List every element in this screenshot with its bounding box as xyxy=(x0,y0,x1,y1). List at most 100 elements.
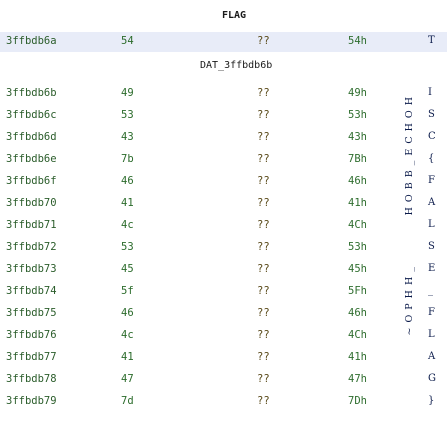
listing-row[interactable]: 3ffbdb76 4c?? 4Ch L xyxy=(0,326,447,346)
row-address[interactable]: 3ffbdb6e xyxy=(6,153,57,165)
row-address[interactable]: 3ffbdb73 xyxy=(6,263,57,275)
listing-row[interactable]: 3ffbdb75 46?? 46h F xyxy=(0,304,447,324)
flag-label: FLAG xyxy=(222,10,247,21)
row-hex: 43h xyxy=(348,131,367,143)
row-byte: 5f xyxy=(121,285,134,297)
row-byte: 47 xyxy=(121,373,134,385)
row-undefined: ?? xyxy=(257,35,270,47)
row-address[interactable]: 3ffbdb6c xyxy=(6,109,57,121)
row-char: T xyxy=(428,35,435,46)
row-char: C xyxy=(428,131,436,142)
listing-row[interactable]: 3ffbdb77 41?? 41h A xyxy=(0,348,447,368)
row-address[interactable]: 3ffbdb75 xyxy=(6,307,57,319)
row-address[interactable]: 3ffbdb6d xyxy=(6,131,57,143)
row-byte: 54 xyxy=(121,35,134,47)
row-address[interactable]: 3ffbdb77 xyxy=(6,351,57,363)
row-undefined: ?? xyxy=(257,219,270,231)
row-undefined: ?? xyxy=(257,373,270,385)
row-hex: 45h xyxy=(348,263,367,275)
row-undefined: ?? xyxy=(257,131,270,143)
row-char: } xyxy=(428,395,435,406)
row-address[interactable]: 3ffbdb6f xyxy=(6,175,57,187)
row-char: I xyxy=(428,87,432,98)
row-address[interactable]: 3ffbdb72 xyxy=(6,241,57,253)
row-undefined: ?? xyxy=(257,87,270,99)
row-char: S xyxy=(428,109,435,120)
row-undefined: ?? xyxy=(257,153,270,165)
row-char: { xyxy=(428,153,435,164)
listing-row[interactable]: 3ffbdb72 53?? 53h S xyxy=(0,238,447,258)
row-hex: 46h xyxy=(348,175,367,187)
listing-row[interactable]: 3ffbdb6b 49?? 49h I xyxy=(0,84,447,104)
row-char: F xyxy=(428,175,435,186)
vertical-string-1: HOBB_ECHOH xyxy=(404,92,415,216)
row-address[interactable]: 3ffbdb76 xyxy=(6,329,57,341)
row-hex: 54h xyxy=(348,35,367,47)
listing-row[interactable]: 3ffbdb6d 43?? 43h C xyxy=(0,128,447,148)
listing-row[interactable]: 3ffbdb6f 46?? 46h F xyxy=(0,172,447,192)
row-undefined: ?? xyxy=(257,109,270,121)
row-byte: 7b xyxy=(121,153,134,165)
row-hex: 46h xyxy=(348,307,367,319)
row-char: A xyxy=(428,197,436,208)
row-byte: 53 xyxy=(121,241,134,253)
row-hex: 41h xyxy=(348,351,367,363)
listing-row[interactable]: 3ffbdb78 47?? 47h G xyxy=(0,370,447,390)
listing-row[interactable]: 3ffbdb70 41?? 41h A xyxy=(0,194,447,214)
row-byte: 4c xyxy=(121,329,134,341)
dat-label: DAT_3ffbdb6b xyxy=(200,60,273,71)
row-address[interactable]: 3ffbdb71 xyxy=(6,219,57,231)
row-byte: 46 xyxy=(121,175,134,187)
row-byte: 53 xyxy=(121,109,134,121)
listing-row-flag[interactable]: 3ffbdb6a 54 ?? 54h T xyxy=(0,32,447,52)
row-address[interactable]: 3ffbdb6a xyxy=(6,35,57,47)
row-undefined: ?? xyxy=(257,241,270,253)
row-undefined: ?? xyxy=(257,263,270,275)
row-hex: 4Ch xyxy=(348,219,367,231)
row-address[interactable]: 3ffbdb79 xyxy=(6,395,57,407)
row-char: E xyxy=(428,263,436,274)
row-char: L xyxy=(428,329,435,340)
row-byte: 41 xyxy=(121,197,134,209)
listing-row[interactable]: 3ffbdb79 7d?? 7Dh} xyxy=(0,392,447,412)
row-undefined: ?? xyxy=(257,285,270,297)
row-hex: 49h xyxy=(348,87,367,99)
listing-row[interactable]: 3ffbdb73 45?? 45h E xyxy=(0,260,447,280)
row-byte: 49 xyxy=(121,87,134,99)
row-char: F xyxy=(428,307,435,318)
row-char: G xyxy=(428,373,436,384)
row-char: A xyxy=(428,351,436,362)
row-hex: 53h xyxy=(348,241,367,253)
row-byte: 45 xyxy=(121,263,134,275)
row-byte: 41 xyxy=(121,351,134,363)
listing-row[interactable]: 3ffbdb71 4c?? 4Ch L xyxy=(0,216,447,236)
row-address[interactable]: 3ffbdb6b xyxy=(6,87,57,99)
row-undefined: ?? xyxy=(257,395,270,407)
row-char: S xyxy=(428,241,435,252)
row-byte: 46 xyxy=(121,307,134,319)
row-char: _ xyxy=(428,285,433,296)
row-address[interactable]: 3ffbdb70 xyxy=(6,197,57,209)
row-hex: 53h xyxy=(348,109,367,121)
listing-row[interactable]: 3ffbdb74 5f?? 5Fh _ xyxy=(0,282,447,302)
row-undefined: ?? xyxy=(257,307,270,319)
row-char: L xyxy=(428,219,435,230)
listing-row[interactable]: 3ffbdb6e 7b?? 7Bh { xyxy=(0,150,447,170)
row-byte: 7d xyxy=(121,395,134,407)
row-hex: 47h xyxy=(348,373,367,385)
row-hex: 7Bh xyxy=(348,153,367,165)
row-hex: 4Ch xyxy=(348,329,367,341)
row-undefined: ?? xyxy=(257,175,270,187)
row-byte: 43 xyxy=(121,131,134,143)
listing-row[interactable]: 3ffbdb6c 53?? 53h S xyxy=(0,106,447,126)
row-address[interactable]: 3ffbdb74 xyxy=(6,285,57,297)
row-hex: 5Fh xyxy=(348,285,367,297)
row-undefined: ?? xyxy=(257,351,270,363)
row-byte: 4c xyxy=(121,219,134,231)
row-hex: 41h xyxy=(348,197,367,209)
row-undefined: ?? xyxy=(257,197,270,209)
row-hex: 7Dh xyxy=(348,395,367,407)
vertical-string-2: ~OPHH_ xyxy=(404,262,415,336)
row-address[interactable]: 3ffbdb78 xyxy=(6,373,57,385)
row-undefined: ?? xyxy=(257,329,270,341)
